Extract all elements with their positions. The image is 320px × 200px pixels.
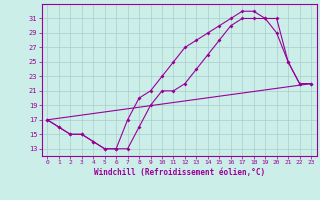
X-axis label: Windchill (Refroidissement éolien,°C): Windchill (Refroidissement éolien,°C) [94,168,265,177]
